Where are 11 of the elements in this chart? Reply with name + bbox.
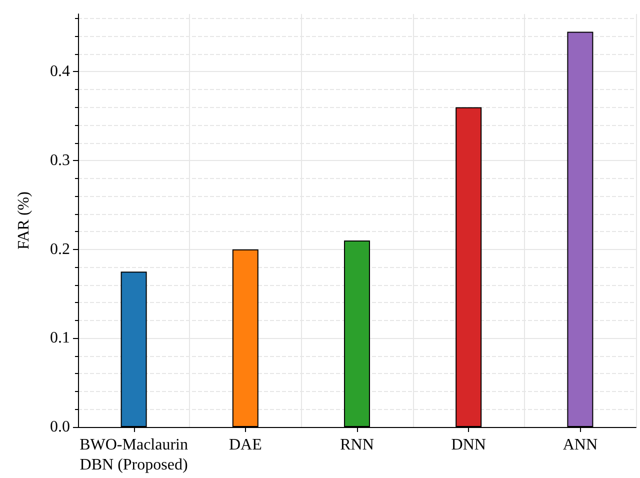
y-tick-label: 0.4: [50, 63, 70, 80]
y-tick-label: 0.1: [50, 330, 70, 347]
y-tick-label: 0.0: [50, 418, 70, 436]
x-tick-label: ANN: [562, 436, 598, 454]
y-tick-label: 0.2: [50, 240, 70, 258]
x-tick-label: DAE: [228, 436, 262, 454]
x-tick-label: DNN: [451, 436, 486, 454]
y-tick-label: 0.3: [50, 152, 70, 170]
y-axis-title: FAR (%): [16, 192, 32, 250]
x-tick-label: BWO-Maclaurin DBN (Proposed): [80, 436, 188, 474]
x-tick-label: RNN: [340, 436, 374, 454]
